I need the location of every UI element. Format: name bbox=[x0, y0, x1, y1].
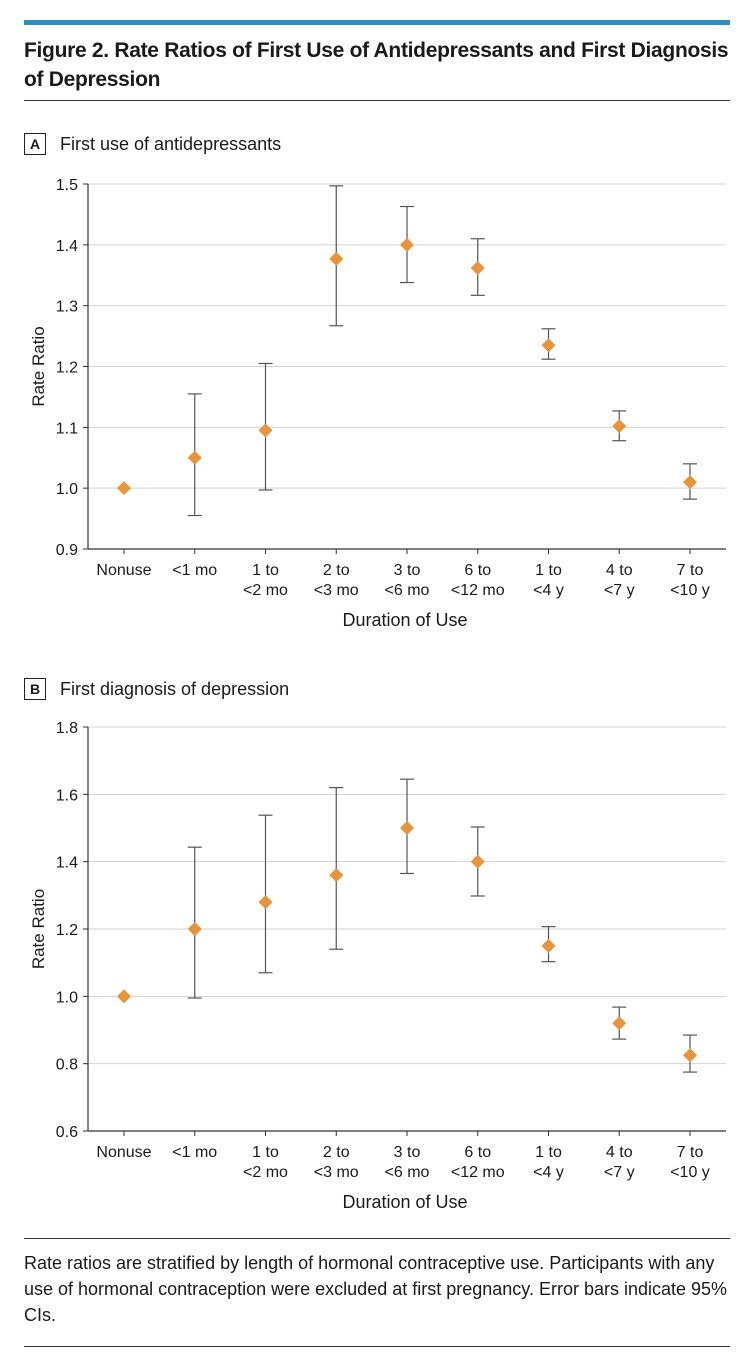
x-axis-title: Duration of Use bbox=[342, 1192, 467, 1212]
x-tick-label: <12 mo bbox=[451, 1164, 505, 1181]
data-point bbox=[187, 450, 202, 465]
x-tick-label: <12 mo bbox=[451, 582, 505, 599]
data-point bbox=[117, 989, 131, 1004]
y-tick-label: 0.9 bbox=[56, 542, 78, 559]
x-tick-label: Nonuse bbox=[96, 1144, 151, 1161]
y-tick-label: 1.2 bbox=[56, 360, 78, 377]
figure-caption: Rate ratios are stratified by length of … bbox=[24, 1253, 728, 1325]
caption-top-rule bbox=[24, 1238, 730, 1239]
chart-a: 0.9 1.0 1.1 1.2 1.3 1.4 1.5 Nonuse <1 mo 1 to <2 m… bbox=[29, 177, 726, 630]
y-tick-label: 1.1 bbox=[56, 420, 78, 437]
x-tick-label: <6 mo bbox=[385, 582, 430, 599]
x-tick-label: <6 mo bbox=[385, 1164, 430, 1181]
y-axis-title: Rate Ratio bbox=[29, 889, 48, 969]
data-point bbox=[329, 868, 344, 883]
x-tick-label: Nonuse bbox=[96, 562, 151, 579]
y-tick-label: 1.6 bbox=[56, 787, 78, 804]
x-tick-label: 3 to bbox=[394, 562, 421, 579]
x-tick-label: <1 mo bbox=[172, 1144, 217, 1161]
y-tick-label: 1.4 bbox=[56, 238, 78, 255]
x-tick-label: <4 y bbox=[533, 582, 564, 599]
x-tick-label: 1 to bbox=[535, 1144, 562, 1161]
x-tick-label: <7 y bbox=[604, 582, 635, 599]
panel-a-letter: A bbox=[24, 133, 46, 155]
y-tick-label: 1.4 bbox=[56, 855, 78, 872]
panel-b-letter: B bbox=[24, 678, 46, 700]
x-tick-label: 3 to bbox=[394, 1144, 421, 1161]
data-point bbox=[400, 821, 414, 835]
panel-a-title: First use of antidepressants bbox=[60, 133, 282, 154]
x-tick-label: <3 mo bbox=[314, 582, 359, 599]
data-point bbox=[117, 481, 131, 496]
data-point bbox=[683, 1048, 697, 1063]
x-tick-label: <7 y bbox=[604, 1164, 635, 1181]
x-tick-label: 2 to bbox=[323, 1144, 350, 1161]
panel-b-title: First diagnosis of depression bbox=[60, 678, 290, 699]
y-tick-label: 1.8 bbox=[56, 720, 78, 737]
x-tick-label: 6 to bbox=[464, 1144, 491, 1161]
y-tick-label: 1.3 bbox=[56, 299, 78, 316]
x-tick-label: 1 to bbox=[535, 562, 562, 579]
y-axis-title: Rate Ratio bbox=[29, 326, 48, 406]
x-tick-label: <3 mo bbox=[314, 1164, 359, 1181]
data-point bbox=[612, 419, 627, 434]
figure-accent-bar bbox=[24, 20, 730, 25]
chart-b: 0.6 0.8 1.0 1.2 1.4 1.6 1.8 Nonuse <1 mo 1 to <2 m… bbox=[29, 720, 726, 1212]
data-point bbox=[541, 338, 556, 353]
y-tick-label: 1.2 bbox=[56, 922, 78, 939]
x-axis-title: Duration of Use bbox=[342, 610, 467, 630]
data-point bbox=[612, 1016, 627, 1031]
panel-a-header: A First use of antidepressants bbox=[24, 132, 281, 156]
data-point bbox=[187, 922, 202, 936]
data-point bbox=[329, 251, 344, 266]
data-point bbox=[470, 260, 485, 275]
caption-bottom-rule bbox=[24, 1346, 730, 1347]
y-tick-label: 1.5 bbox=[56, 177, 78, 194]
x-tick-label: 4 to bbox=[606, 1144, 633, 1161]
y-tick-label: 1.0 bbox=[56, 989, 78, 1006]
x-tick-label: 7 to bbox=[677, 1144, 704, 1161]
x-tick-label: <2 mo bbox=[243, 582, 288, 599]
data-point bbox=[683, 475, 697, 490]
title-rule bbox=[24, 100, 730, 101]
y-tick-label: 1.0 bbox=[56, 481, 78, 498]
x-tick-label: 2 to bbox=[323, 562, 350, 579]
x-tick-label: 4 to bbox=[606, 562, 633, 579]
data-point bbox=[258, 423, 273, 438]
x-tick-label: <10 y bbox=[670, 1164, 710, 1181]
data-point bbox=[258, 895, 273, 910]
data-point bbox=[400, 237, 414, 252]
x-tick-label: <10 y bbox=[670, 582, 710, 599]
data-point bbox=[541, 938, 556, 953]
x-tick-label: <2 mo bbox=[243, 1164, 288, 1181]
figure-title: Figure 2. Rate Ratios of First Use of An… bbox=[24, 39, 729, 91]
x-tick-label: 1 to bbox=[252, 562, 279, 579]
x-tick-label: 1 to bbox=[252, 1144, 279, 1161]
data-point bbox=[470, 854, 485, 869]
x-tick-label: <4 y bbox=[533, 1164, 564, 1181]
x-tick-label: 6 to bbox=[464, 562, 491, 579]
y-tick-label: 0.6 bbox=[56, 1124, 78, 1141]
x-tick-label: 7 to bbox=[677, 562, 704, 579]
y-tick-label: 0.8 bbox=[56, 1057, 78, 1074]
error-bar bbox=[258, 814, 273, 974]
panel-b-header: B First diagnosis of depression bbox=[24, 677, 289, 701]
x-tick-label: <1 mo bbox=[172, 562, 217, 579]
